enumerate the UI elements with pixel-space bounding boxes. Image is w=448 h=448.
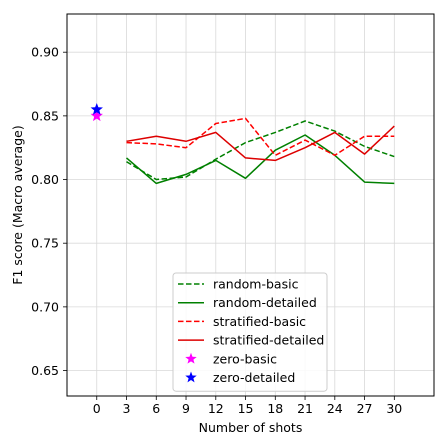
series-stratified-basic	[126, 117, 395, 157]
point-zero-basic	[90, 109, 103, 122]
legend-swatch-zero-basic	[185, 352, 197, 364]
x-tick-label: 18	[267, 401, 283, 416]
x-tick-label: 15	[238, 401, 254, 416]
legend: random-basic random-detailed stratified-ba…	[172, 272, 328, 392]
legend-box	[172, 272, 328, 392]
x-tick-label: 30	[386, 401, 402, 416]
x-tick-label: 9	[182, 401, 190, 416]
legend-label-random-detailed: random-detailed	[213, 295, 317, 310]
y-tick-label: 0.75	[31, 236, 59, 251]
x-axis-label: Number of shots	[199, 420, 303, 435]
x-tick-label: 3	[123, 401, 131, 416]
zero-shot-points	[90, 103, 103, 122]
legend-swatch-zero-detailed	[185, 371, 197, 383]
legend-label-stratified-basic: stratified-basic	[213, 314, 306, 329]
y-tick-label: 0.80	[31, 172, 59, 187]
y-tick-label: 0.85	[31, 108, 59, 123]
x-tick-label: 6	[152, 401, 160, 416]
x-tick-label: 21	[297, 401, 313, 416]
y-axis-ticks: 0.65 0.70 0.75 0.80 0.85 0.90	[31, 45, 67, 378]
plot-frame	[66, 13, 435, 397]
x-tick-label: 12	[208, 401, 224, 416]
y-tick-label: 0.65	[31, 363, 59, 378]
y-tick-label: 0.70	[31, 299, 59, 314]
y-axis-label: F1 score (Macro average)	[10, 125, 25, 284]
x-tick-label: 27	[357, 401, 373, 416]
legend-label-zero-detailed: zero-detailed	[213, 370, 295, 385]
legend-label-random-basic: random-basic	[213, 277, 299, 292]
x-axis-ticks: 0 3 6 9 12 15 18 21 24 27 30	[93, 396, 402, 416]
legend-label-stratified-detailed: stratified-detailed	[213, 333, 324, 348]
legend-label-zero-basic: zero-basic	[213, 351, 277, 366]
grid	[67, 14, 434, 396]
y-tick-label: 0.90	[31, 45, 59, 60]
series-lines	[126, 117, 395, 185]
series-random-detailed	[126, 134, 395, 185]
series-stratified-detailed	[126, 125, 395, 162]
x-tick-label: 24	[327, 401, 343, 416]
x-tick-label: 0	[93, 401, 101, 416]
point-zero-detailed	[90, 103, 103, 115]
